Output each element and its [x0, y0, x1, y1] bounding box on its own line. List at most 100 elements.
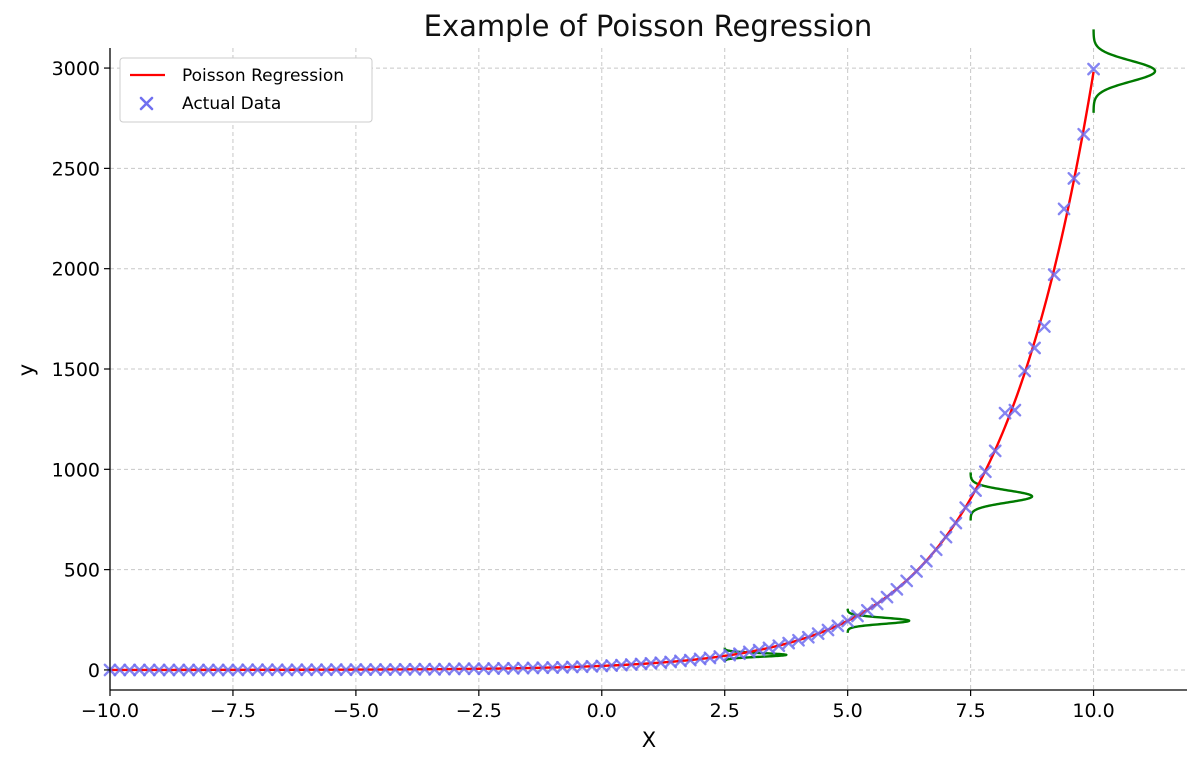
data-point [428, 662, 441, 676]
data-point [664, 655, 678, 669]
data-point [556, 660, 569, 674]
y-tick-label: 0 [88, 660, 100, 682]
data-point-stroke [270, 663, 284, 677]
data-point [546, 661, 560, 674]
data-point-stroke [841, 614, 855, 628]
data-point [260, 663, 274, 677]
data-point-stroke [752, 643, 766, 657]
data-point [447, 662, 461, 676]
data-point-stroke [654, 656, 668, 670]
y-axis-label: y [14, 364, 38, 376]
x-axis-label: X [642, 728, 656, 752]
data-point [1067, 172, 1081, 185]
data-point-stroke [733, 647, 746, 661]
data-point [526, 661, 540, 675]
data-point [841, 614, 855, 628]
data-point-stroke [398, 662, 412, 676]
data-point [477, 662, 491, 676]
data-point-stroke [683, 653, 697, 667]
data-point [388, 663, 402, 676]
data-point [123, 663, 137, 677]
data-point [182, 663, 196, 677]
data-point-stroke [516, 661, 530, 675]
data-point [801, 630, 815, 644]
data-point-stroke [418, 662, 432, 676]
data-point-stroke [782, 636, 796, 650]
data-point-stroke [369, 663, 382, 676]
data-point [192, 663, 205, 677]
data-point-stroke [565, 660, 579, 674]
data-point-stroke [1037, 320, 1051, 333]
data-point-stroke [585, 659, 599, 673]
data-point-stroke [231, 663, 245, 677]
data-point [408, 662, 422, 676]
x-tick-label: 10.0 [1072, 700, 1114, 722]
x-tick-label: 5.0 [833, 700, 863, 722]
data-point-stroke [575, 660, 589, 674]
data-point [762, 641, 776, 655]
data-point-stroke [457, 662, 471, 676]
data-point-stroke [1008, 403, 1022, 417]
scatter-points [103, 62, 1100, 677]
data-point-stroke [408, 662, 422, 676]
data-point [113, 663, 127, 677]
data-point-stroke [605, 659, 619, 672]
data-point-stroke [447, 662, 461, 676]
data-point-stroke [1087, 62, 1100, 76]
data-point [605, 659, 619, 672]
data-point [516, 661, 530, 675]
data-point [880, 590, 894, 604]
data-point [978, 465, 992, 479]
data-point-stroke [546, 661, 560, 674]
data-point [378, 663, 392, 676]
data-point-stroke [998, 406, 1012, 420]
data-point-stroke [1067, 172, 1081, 185]
data-point [1057, 202, 1071, 216]
data-point [713, 650, 727, 663]
data-point-stroke [644, 656, 658, 670]
data-point-stroke [624, 658, 638, 671]
data-point [752, 643, 766, 657]
data-point-stroke [674, 654, 687, 668]
data-point-stroke [693, 652, 707, 666]
x-tick-label: 7.5 [956, 700, 986, 722]
data-point [467, 662, 481, 676]
data-point [821, 623, 835, 637]
data-point [438, 662, 451, 676]
data-point-stroke [526, 661, 540, 675]
data-point [565, 660, 579, 674]
data-point-stroke [201, 663, 215, 677]
data-point-stroke [113, 663, 127, 677]
data-point [418, 662, 432, 676]
data-point-stroke [615, 658, 628, 672]
data-point [1047, 268, 1061, 282]
data-point [900, 574, 914, 588]
data-point-stroke [152, 663, 166, 677]
data-point [211, 663, 225, 677]
legend-label-regression: Poisson Regression [182, 66, 344, 86]
data-point [811, 627, 825, 641]
data-point-stroke [438, 662, 451, 676]
data-point-stroke [801, 630, 815, 644]
data-point-stroke [723, 648, 737, 662]
legend-label-actual-data: Actual Data [182, 94, 281, 114]
data-point-stroke [939, 530, 953, 544]
data-point [280, 663, 294, 677]
data-point-stroke [772, 639, 786, 653]
data-point-stroke [910, 565, 923, 578]
data-point [969, 484, 982, 497]
data-point [1087, 62, 1100, 76]
data-point [290, 663, 304, 677]
y-tick-label: 500 [64, 560, 100, 582]
data-point [575, 660, 589, 674]
legend-x-marker [139, 96, 154, 111]
data-point [329, 663, 343, 676]
data-point [831, 619, 845, 633]
data-point-stroke [792, 633, 805, 647]
data-point [959, 501, 973, 515]
data-point [487, 662, 500, 675]
data-point-stroke [713, 650, 727, 663]
y-tick-label: 3000 [52, 58, 100, 80]
data-point-stroke [487, 662, 500, 675]
data-point-stroke [870, 597, 884, 611]
